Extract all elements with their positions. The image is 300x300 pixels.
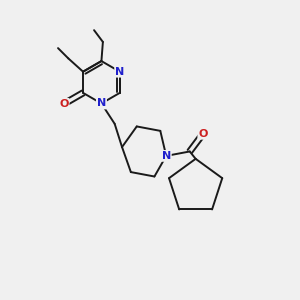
Text: O: O — [198, 129, 208, 139]
Text: O: O — [59, 99, 69, 109]
Text: N: N — [115, 67, 124, 77]
Text: N: N — [97, 98, 106, 109]
Text: N: N — [162, 151, 171, 161]
